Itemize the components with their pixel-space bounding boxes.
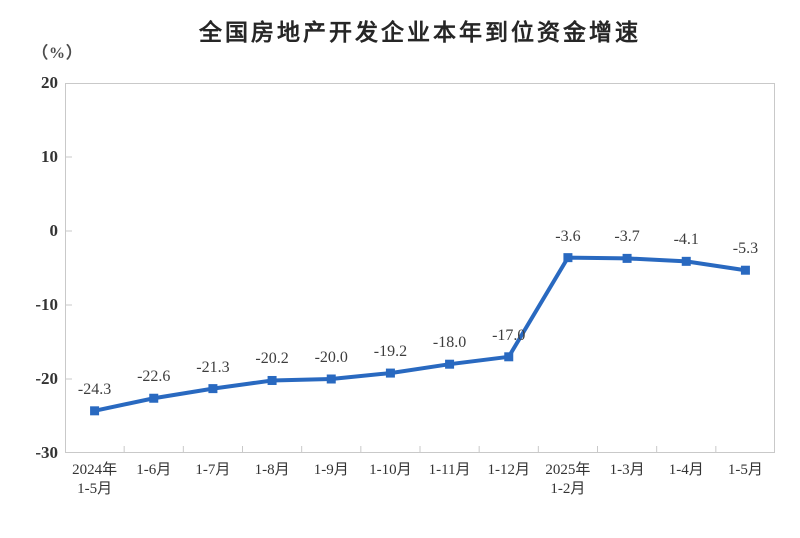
- data-point-marker: [445, 359, 455, 369]
- y-axis-tick-label: 20: [41, 73, 58, 92]
- data-point-label: -4.1: [673, 231, 699, 249]
- x-axis-label-line: 1-8月: [254, 462, 290, 478]
- data-point-label: -3.7: [614, 228, 640, 246]
- x-axis-label-line: 1-9月: [313, 462, 349, 478]
- x-axis-category-label: 2025年 1-2月: [523, 461, 613, 499]
- x-axis-category-label: 1-6月: [109, 461, 199, 480]
- x-axis-category-label: 2024年 1-5月: [50, 461, 140, 499]
- y-axis-tick-label: -20: [35, 369, 58, 388]
- data-point-marker: [208, 384, 218, 394]
- x-axis-label-line: 2025年: [545, 462, 591, 478]
- x-axis-label-line: 1-10月: [369, 462, 412, 478]
- plot-area: [65, 83, 775, 453]
- x-axis-label-line: 1-3月: [609, 462, 645, 478]
- data-point-marker: [90, 406, 100, 416]
- data-point-label: -17.0: [492, 326, 526, 344]
- data-point-marker: [740, 265, 750, 275]
- data-point-label: -24.3: [77, 380, 112, 398]
- x-axis-category-label: 1-10月: [345, 461, 435, 480]
- x-axis-category-label: 1-3月: [582, 461, 672, 480]
- x-axis-category-label: 1-7月: [168, 461, 258, 480]
- x-axis-label-line: 1-5月: [77, 481, 113, 497]
- data-point-label: -21.3: [196, 358, 230, 376]
- y-axis-tick-label: -30: [35, 443, 58, 462]
- x-axis-label-line: 1-2月: [550, 481, 586, 497]
- x-axis-label-line: 1-12月: [487, 462, 531, 478]
- data-point-marker: [563, 253, 573, 263]
- x-axis-category-label: 1-8月: [227, 461, 317, 480]
- x-axis-category-label: 1-4月: [641, 461, 731, 480]
- x-axis-label-line: 1-4月: [668, 462, 704, 478]
- y-axis-tick-label: 0: [49, 221, 59, 240]
- chart-title: 全国房地产开发企业本年到位资金增速: [199, 19, 641, 45]
- data-point-marker: [504, 352, 514, 362]
- data-point-marker: [385, 368, 395, 378]
- x-axis-category-label: 1-11月: [405, 461, 495, 480]
- x-axis-category-label: 1-12月: [464, 461, 554, 480]
- data-line: [94, 255, 746, 413]
- data-point-label: -20.2: [255, 350, 289, 368]
- data-point-label: -5.3: [732, 240, 759, 258]
- x-axis-label-line: 1-11月: [428, 462, 471, 478]
- data-point-label: -20.0: [314, 349, 348, 366]
- data-point-marker: [326, 374, 336, 384]
- data-point-label: -22.6: [137, 368, 171, 386]
- x-axis-category-label: 1-9月: [286, 461, 376, 480]
- x-axis-label-line: 1-5月: [727, 462, 763, 478]
- x-axis-label-line: 1-7月: [195, 462, 231, 478]
- data-point-label: -19.2: [373, 343, 408, 361]
- y-axis-tick-label: -10: [35, 295, 58, 314]
- y-axis-tick-label: 10: [41, 147, 58, 166]
- data-point-marker: [622, 253, 632, 263]
- x-axis-category-label: 1-5月: [700, 461, 790, 480]
- data-point-marker: [149, 393, 159, 403]
- x-axis-label-line: 1-6月: [136, 462, 172, 478]
- data-point-marker: [681, 256, 691, 266]
- data-point-label: -3.6: [555, 227, 581, 245]
- data-point-marker: [267, 375, 277, 385]
- data-point-label: -18.0: [432, 334, 467, 352]
- y-axis-unit-label: （%）: [32, 45, 84, 62]
- x-axis-label-line: 2024年: [72, 462, 118, 478]
